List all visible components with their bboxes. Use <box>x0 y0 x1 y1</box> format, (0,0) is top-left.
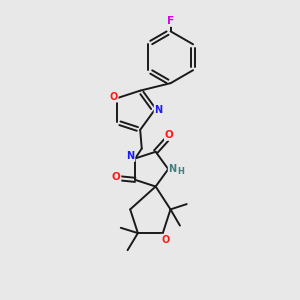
Text: O: O <box>161 235 169 244</box>
Text: F: F <box>167 16 174 26</box>
Text: N: N <box>154 105 163 115</box>
Text: N: N <box>169 164 177 173</box>
Text: H: H <box>177 167 184 176</box>
Text: O: O <box>165 130 174 140</box>
Text: O: O <box>112 172 121 182</box>
Text: N: N <box>127 151 135 161</box>
Text: O: O <box>110 92 118 102</box>
